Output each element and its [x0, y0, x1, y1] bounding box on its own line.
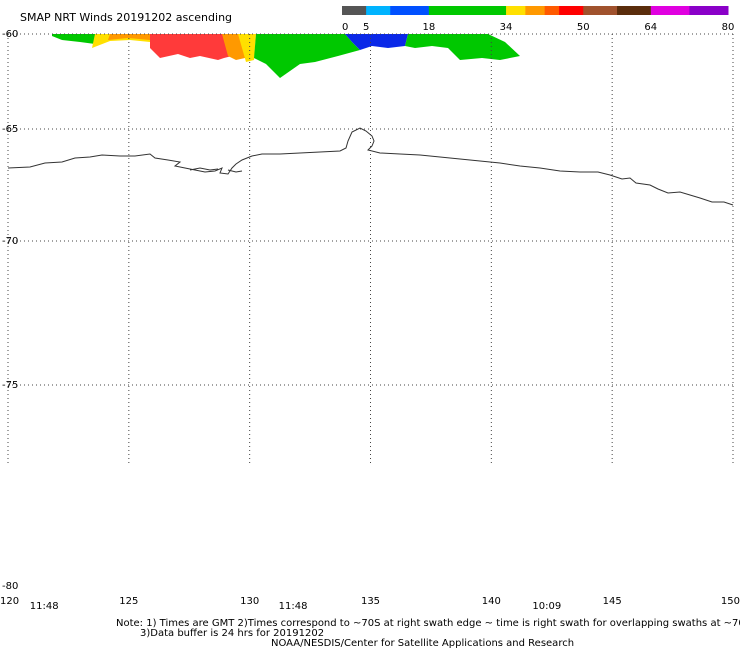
longitude-label: 130: [240, 596, 259, 607]
colorbar-segment: [617, 6, 652, 15]
latitude-label: -75: [2, 380, 18, 391]
coastline: [7, 127, 734, 206]
note-line-2: 3)Data buffer is 24 hrs for 20191202: [140, 628, 324, 639]
swath-orange-mid: [222, 34, 245, 60]
swath-green-mid: [254, 34, 360, 78]
swath-time-labels: 11:48 11:48 10:09: [30, 601, 561, 612]
colorbar-label: 80: [722, 22, 735, 33]
latitude-labels: -60 -65 -70 -75 -80: [2, 29, 18, 592]
swath-green-right: [405, 34, 520, 60]
colorbar-segment: [390, 6, 430, 15]
map-title: SMAP NRT Winds 20191202 ascending: [20, 11, 232, 24]
longitude-labels: 120 125 130 135 140 145 150: [0, 596, 740, 607]
latitude-label: -70: [2, 236, 18, 247]
swath-yellow-mid: [238, 34, 256, 62]
colorbar-segment: [650, 6, 690, 15]
latitude-label: -80: [2, 581, 18, 592]
swath-time-label: 10:09: [532, 601, 561, 612]
colorbar-segment: [689, 6, 729, 15]
longitude-label: 145: [603, 596, 622, 607]
longitude-label: 140: [482, 596, 501, 607]
swath-orange-left: [108, 34, 150, 40]
colorbar-label: 18: [422, 22, 435, 33]
wind-speed-colorbar: 0 5 18 34 50 64 80: [342, 6, 734, 33]
swath-blue: [345, 34, 408, 50]
latitude-label: -65: [2, 124, 18, 135]
colorbar-segment: [559, 6, 584, 15]
latitude-label: -60: [2, 29, 18, 40]
colorbar-segment: [583, 6, 618, 15]
longitude-label: 120: [0, 596, 19, 607]
colorbar-label: 5: [363, 22, 369, 33]
longitude-label: 135: [361, 596, 380, 607]
graticule: [7, 33, 734, 464]
swath-red: [150, 34, 240, 60]
longitude-label: 125: [119, 596, 138, 607]
plot-area: -60 -65 -70 -75 -80 120 125 130 135 140 145 150 11…: [0, 29, 740, 612]
swath-time-label: 11:48: [279, 601, 308, 612]
colorbar-segment: [525, 6, 546, 15]
colorbar-label: 64: [644, 22, 657, 33]
wind-swath: [52, 34, 520, 78]
colorbar-segment: [342, 6, 367, 15]
colorbar-segment: [506, 6, 526, 15]
colorbar-segment: [428, 6, 507, 15]
longitude-label: 150: [721, 596, 740, 607]
swath-green-left: [52, 34, 100, 44]
note-line-1: Note: 1) Times are GMT 2)Times correspon…: [116, 618, 740, 629]
swath-time-label: 11:48: [30, 601, 59, 612]
colorbar-label: 0: [342, 22, 348, 33]
coastline-detail: [189, 167, 243, 173]
credit-line: NOAA/NESDIS/Center for Satellite Applica…: [271, 638, 574, 649]
colorbar-label: 50: [577, 22, 590, 33]
colorbar-segment: [544, 6, 560, 15]
colorbar-label: 34: [500, 22, 513, 33]
colorbar-segment: [366, 6, 391, 15]
